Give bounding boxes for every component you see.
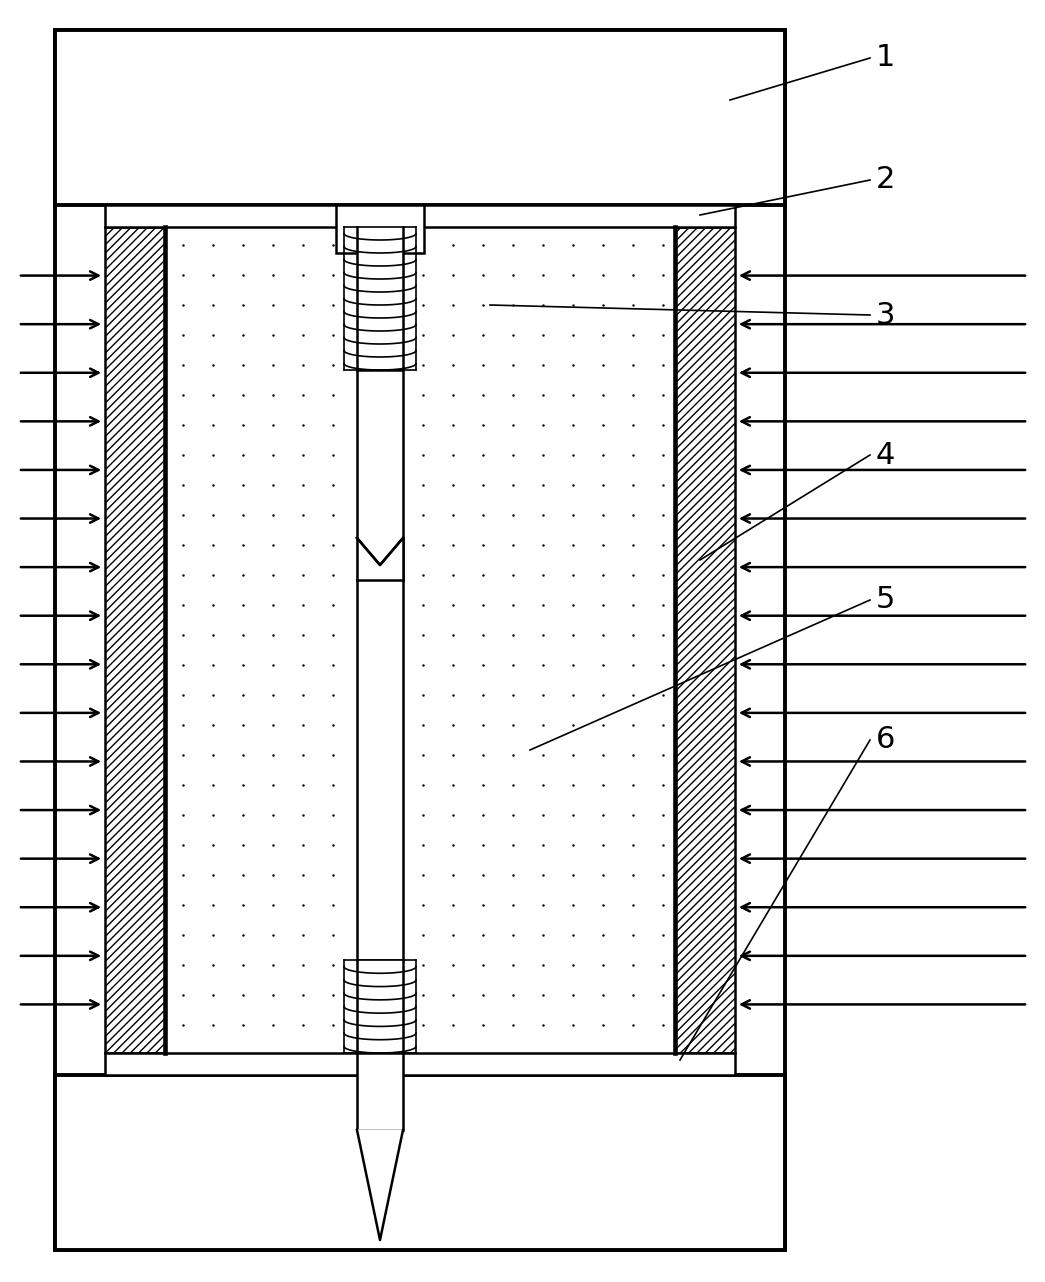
Bar xyxy=(104,227,165,1053)
Bar xyxy=(357,579,403,960)
Polygon shape xyxy=(357,538,403,579)
Bar xyxy=(357,960,403,1053)
Bar xyxy=(357,227,403,370)
Polygon shape xyxy=(357,1129,403,1240)
Bar xyxy=(55,29,785,1250)
Bar xyxy=(55,29,785,205)
Bar xyxy=(336,205,424,253)
Bar xyxy=(357,370,403,579)
Text: 4: 4 xyxy=(876,441,896,469)
Bar xyxy=(104,1053,735,1076)
Bar xyxy=(55,1076,785,1250)
Text: 2: 2 xyxy=(876,165,896,195)
Text: 5: 5 xyxy=(876,586,896,614)
Bar xyxy=(165,227,675,1053)
Text: 6: 6 xyxy=(876,726,896,755)
Text: 3: 3 xyxy=(876,300,896,329)
Bar xyxy=(357,1053,403,1129)
Bar xyxy=(675,227,735,1053)
Text: 1: 1 xyxy=(876,44,896,73)
Bar xyxy=(104,205,735,227)
